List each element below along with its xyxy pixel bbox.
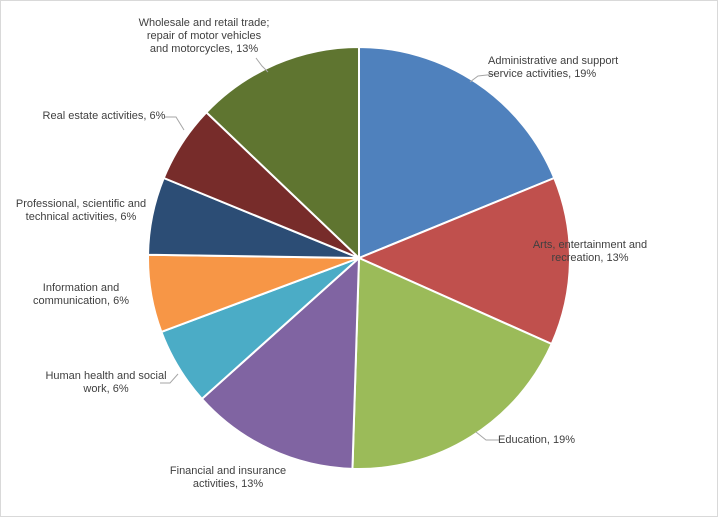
- data-label-line: Education, 19%: [498, 434, 575, 446]
- data-label-7: Professional, scientific and technical ac…: [16, 198, 146, 223]
- data-label-1: Administrative and support service activi…: [488, 55, 618, 80]
- data-label-line: Information and: [43, 282, 119, 294]
- data-label-line: communication, 6%: [33, 295, 129, 307]
- pie-slice-1: [358, 45, 556, 260]
- data-label-4: Financial and insurance activities, 13%: [170, 465, 286, 490]
- data-label-2: Arts, entertainment and recreation, 13%: [533, 239, 647, 264]
- data-label-6: Information and communication, 6%: [33, 282, 129, 307]
- data-label-5: Human health and social work, 6%: [45, 370, 166, 395]
- data-label-line: recreation, 13%: [551, 252, 628, 264]
- leader-line-8: [164, 116, 185, 131]
- data-label-line: Arts, entertainment and: [533, 239, 647, 251]
- data-label-line: Administrative and support: [488, 55, 618, 67]
- data-label-8: Real estate activities, 6%: [43, 110, 166, 122]
- leader-lines: [160, 57, 500, 441]
- data-labels: Administrative and support service activi…: [16, 17, 647, 490]
- leader-line-5: [160, 373, 179, 384]
- data-label-line: service activities, 19%: [488, 68, 596, 80]
- leader-line-3: [475, 431, 500, 441]
- data-label-9: Wholesale and retail trade; repair of mot…: [139, 17, 270, 55]
- pie-slices: [147, 45, 571, 470]
- data-label-line: Wholesale and retail trade;: [139, 17, 270, 29]
- data-label-line: Professional, scientific and: [16, 198, 146, 210]
- data-label-line: Real estate activities, 6%: [43, 110, 166, 122]
- data-label-3: Education, 19%: [498, 434, 575, 446]
- leader-line-1: [469, 73, 497, 83]
- data-label-line: and motorcycles, 13%: [150, 43, 258, 55]
- pie-slice-9: [204, 45, 360, 261]
- data-label-line: work, 6%: [82, 383, 128, 395]
- pie-slice-3: [351, 256, 553, 470]
- data-label-line: technical activities, 6%: [26, 211, 137, 223]
- data-label-line: Financial and insurance: [170, 465, 286, 477]
- data-label-line: repair of motor vehicles: [147, 30, 262, 42]
- pie-slice-2: [356, 176, 571, 346]
- leader-line-9: [255, 57, 269, 73]
- data-label-line: activities, 13%: [193, 478, 264, 490]
- data-label-line: Human health and social: [45, 370, 166, 382]
- pie-slice-4: [200, 255, 361, 470]
